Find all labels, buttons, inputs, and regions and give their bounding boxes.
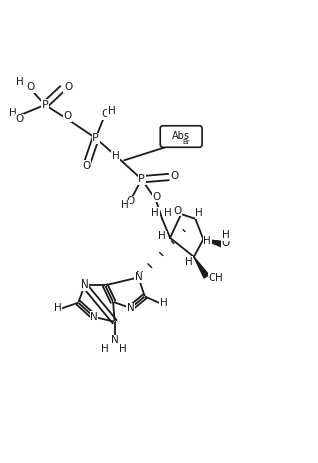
Text: N: N [111, 335, 119, 345]
Text: O: O [16, 114, 24, 124]
Text: O: O [101, 109, 109, 119]
Text: H: H [222, 230, 229, 240]
Text: H: H [54, 303, 62, 313]
Text: N: N [127, 303, 135, 313]
Text: N: N [90, 312, 98, 322]
Text: P: P [138, 174, 145, 184]
Text: H: H [121, 200, 129, 210]
Text: H: H [16, 77, 24, 87]
Text: N: N [127, 303, 135, 313]
Text: H: H [160, 298, 168, 308]
Text: H: H [158, 231, 166, 241]
Text: O: O [64, 82, 72, 93]
Text: O: O [126, 196, 135, 206]
Text: H: H [101, 344, 109, 354]
Text: C: C [114, 321, 115, 322]
Text: O: O [173, 206, 182, 216]
Text: N: N [136, 271, 144, 281]
Text: C: C [78, 302, 79, 303]
Text: C: C [105, 285, 106, 286]
Text: P: P [42, 100, 48, 110]
Text: O: O [152, 192, 161, 202]
Text: H: H [185, 257, 193, 267]
Text: Br: Br [183, 139, 190, 145]
Text: H: H [215, 273, 223, 283]
Text: N: N [135, 272, 142, 282]
Text: O: O [221, 238, 230, 248]
Text: H: H [203, 236, 211, 246]
Text: O: O [82, 161, 90, 171]
Text: O: O [27, 82, 35, 93]
FancyBboxPatch shape [160, 126, 202, 147]
Text: C: C [113, 301, 114, 302]
Text: N: N [81, 280, 88, 290]
Text: C: C [144, 296, 145, 297]
Text: H: H [112, 151, 120, 161]
Text: N: N [90, 312, 98, 322]
Text: H: H [107, 106, 115, 116]
Text: H: H [164, 207, 172, 218]
Text: H: H [119, 344, 127, 354]
Text: H: H [9, 108, 16, 118]
Text: N: N [81, 279, 88, 289]
Text: H: H [151, 207, 159, 218]
Polygon shape [203, 239, 223, 247]
Text: H: H [195, 208, 203, 218]
Text: Abs: Abs [172, 131, 190, 141]
Text: O: O [209, 273, 217, 283]
Text: O: O [64, 111, 72, 121]
Polygon shape [194, 257, 209, 278]
Text: O: O [170, 171, 178, 181]
Text: P: P [92, 133, 99, 143]
